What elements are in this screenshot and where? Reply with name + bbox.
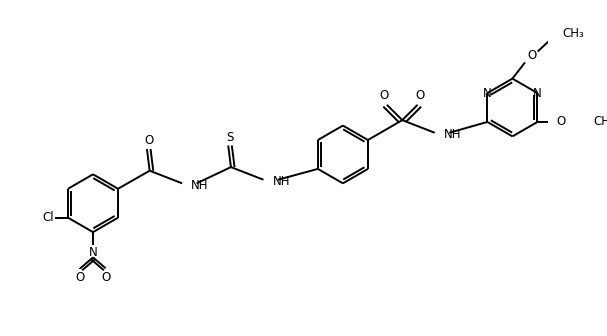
Text: NH: NH <box>273 175 290 188</box>
Text: CH₃: CH₃ <box>562 27 584 40</box>
Text: O: O <box>527 49 537 61</box>
Text: N: N <box>89 246 97 259</box>
Text: O: O <box>556 116 566 128</box>
Text: Cl: Cl <box>42 211 54 224</box>
Text: N: N <box>533 87 542 99</box>
Text: O: O <box>76 271 85 284</box>
Text: O: O <box>379 89 389 102</box>
Text: NH: NH <box>444 128 461 141</box>
Text: CH₃: CH₃ <box>594 116 607 128</box>
Text: NH: NH <box>191 179 209 192</box>
Text: S: S <box>226 131 234 144</box>
Text: O: O <box>101 271 110 284</box>
Text: O: O <box>416 89 425 102</box>
Text: N: N <box>483 87 492 99</box>
Text: O: O <box>144 134 154 148</box>
